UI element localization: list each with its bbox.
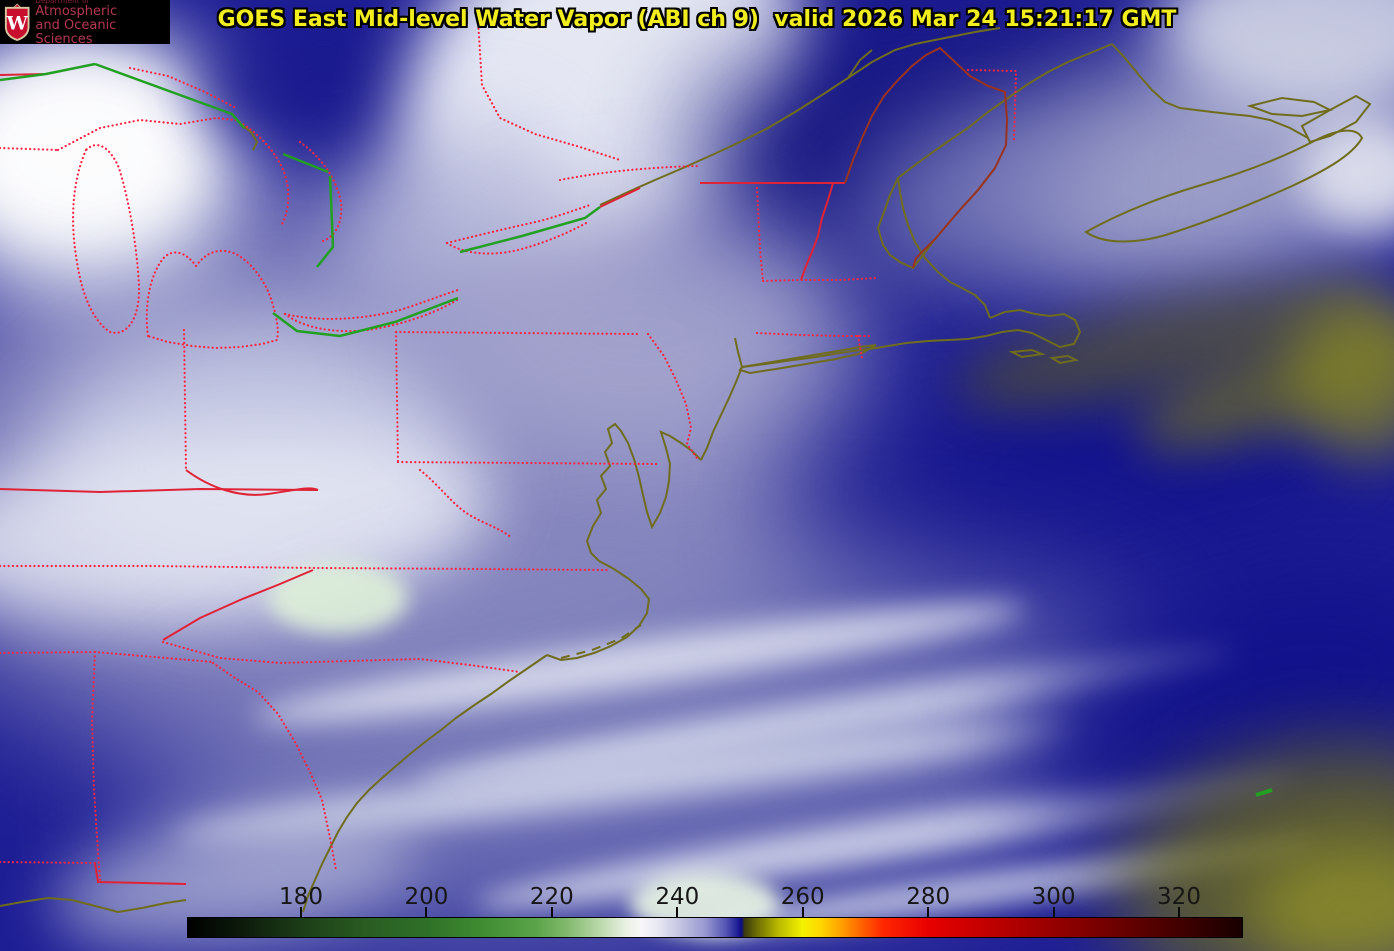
bermuda-mark xyxy=(1255,788,1273,797)
colorbar-tick-label: 180 xyxy=(279,884,323,910)
uw-crest-icon: W xyxy=(4,3,30,41)
colorbar-tick xyxy=(927,907,930,917)
maine-border xyxy=(844,46,1009,269)
colorbar-tick-label: 200 xyxy=(404,884,449,910)
colorbar-tick xyxy=(801,907,804,917)
cloud-patch xyxy=(268,562,408,634)
canada-border xyxy=(0,62,1273,797)
colorbar-tick-label: 280 xyxy=(906,884,951,910)
colorbar-tick xyxy=(300,907,302,917)
uw-aos-logo: W Department of Atmospheric and Oceanic … xyxy=(0,0,170,47)
colorbar-tick-label: 300 xyxy=(1031,884,1076,910)
logo-name-line1: Atmospheric xyxy=(35,4,118,20)
colorbar-gradient xyxy=(187,917,1243,938)
cloud-patch xyxy=(430,200,850,460)
crest-letter: W xyxy=(6,13,29,35)
colorbar-tick xyxy=(1178,907,1180,917)
colorbar-tick-label: 320 xyxy=(1157,884,1201,910)
logo-name-line2: and Oceanic Sciences xyxy=(35,17,117,47)
coastline-paths xyxy=(0,27,1372,914)
colorbar-tick xyxy=(1052,907,1055,917)
colorbar-tick-label: 220 xyxy=(529,884,574,910)
colorbar-legend: 180 200 220 240 260 280 300 320 xyxy=(187,884,1243,940)
colorbar-tick xyxy=(550,907,553,917)
logo-department-label: Department of xyxy=(35,0,90,5)
solid-red-borders xyxy=(0,73,845,885)
state-borders xyxy=(0,18,1018,882)
image-title: GOES East Mid-level Water Vapor (ABI ch … xyxy=(217,7,1177,32)
colorbar-tick-label: 260 xyxy=(780,884,825,910)
colorbar-tick xyxy=(676,907,679,917)
colorbar-tick xyxy=(425,907,428,917)
colorbar-tick-label: 240 xyxy=(655,884,700,910)
